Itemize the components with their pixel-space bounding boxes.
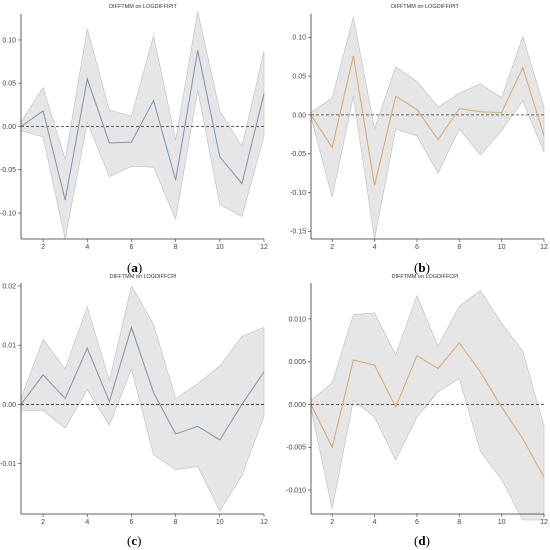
y-tick-label: -0.005 — [286, 445, 306, 452]
x-tick-label: 2 — [330, 244, 334, 251]
x-tick-label: 12 — [260, 244, 268, 251]
x-tick-label: 6 — [130, 244, 134, 251]
chart-panel-a: DIFFTMM on LOGDIFFIPIT -0.10 -0.05 0.00 0.05… — [0, 4, 268, 275]
x-tick-label: 4 — [85, 519, 89, 526]
x-tick-label: 8 — [457, 244, 461, 251]
y-tick-label: 0.10 — [292, 35, 306, 42]
x-tick-label: 6 — [415, 519, 419, 526]
y-tick-label: -0.05 — [0, 167, 16, 174]
y-tick-label: 0.05 — [292, 73, 306, 80]
chart-panel-c: DIFFTMM on LOGDIFFCPI -0.01 0.00 0.01 0.02 2 4… — [0, 274, 268, 548]
y-tick-label: -0.01 — [0, 461, 16, 468]
chart-panel-d: DIFFTMM on LOGDIFFCPI -0.010 -0.005 0.000 0.… — [286, 274, 548, 548]
x-tick-label: 10 — [216, 244, 224, 251]
y-tick-label: 0.000 — [288, 402, 306, 409]
confidence-band — [21, 286, 264, 511]
y-tick-label: 0.00 — [2, 402, 16, 409]
panel-caption: (b) — [414, 260, 430, 275]
y-tick-label: -0.010 — [286, 487, 306, 494]
confidence-band — [21, 11, 264, 239]
x-tick-label: 6 — [415, 244, 419, 251]
chart-title: DIFFTMM on LOGDIFFIPIT — [109, 4, 177, 10]
x-tick-label: 12 — [540, 244, 548, 251]
x-tick-label: 2 — [41, 519, 45, 526]
x-tick-label: 8 — [174, 519, 178, 526]
x-tick-label: 10 — [498, 244, 506, 251]
x-tick-label: 4 — [373, 244, 377, 251]
x-tick-label: 8 — [174, 244, 178, 251]
y-tick-label: 0.005 — [288, 359, 306, 366]
chart-panel-b: DIFFTMM on LOGDIFFIPIT -0.15 -0.10 -0.05 0.0… — [290, 4, 548, 275]
x-tick-label: 12 — [260, 519, 268, 526]
chart-title: DIFFTMM on LOGDIFFCPI — [110, 274, 177, 280]
chart-title: DIFFTMM on LOGDIFFCPI — [392, 274, 459, 280]
y-tick-label: 0.010 — [288, 316, 306, 323]
confidence-band — [311, 17, 544, 239]
panel-caption: (c) — [127, 533, 141, 548]
y-tick-label: -0.15 — [290, 229, 306, 236]
panel-caption: (d) — [414, 533, 430, 548]
y-tick-label: 0.05 — [2, 81, 16, 88]
x-tick-label: 6 — [130, 519, 134, 526]
x-tick-label: 10 — [498, 519, 506, 526]
x-tick-label: 10 — [216, 519, 224, 526]
y-tick-label: -0.10 — [290, 190, 306, 197]
panel-caption: (a) — [127, 260, 142, 275]
x-tick-label: 4 — [85, 244, 89, 251]
chart-title: DIFFTMM on LOGDIFFIPIT — [391, 4, 459, 10]
y-tick-label: 0.10 — [2, 37, 16, 44]
x-tick-label: 2 — [41, 244, 45, 251]
y-tick-label: 0.00 — [2, 124, 16, 131]
x-tick-label: 8 — [457, 519, 461, 526]
y-tick-label: -0.10 — [0, 210, 16, 217]
x-tick-label: 12 — [540, 519, 548, 526]
y-tick-label: 0.00 — [292, 112, 306, 119]
x-tick-label: 2 — [330, 519, 334, 526]
panels: DIFFTMM on LOGDIFFIPIT -0.10 -0.05 0.00 0.05… — [0, 4, 548, 548]
y-tick-label: -0.05 — [290, 151, 306, 158]
y-tick-label: 0.01 — [2, 343, 16, 350]
y-tick-label: 0.02 — [2, 283, 16, 290]
x-tick-label: 4 — [373, 519, 377, 526]
confidence-band — [311, 291, 544, 520]
